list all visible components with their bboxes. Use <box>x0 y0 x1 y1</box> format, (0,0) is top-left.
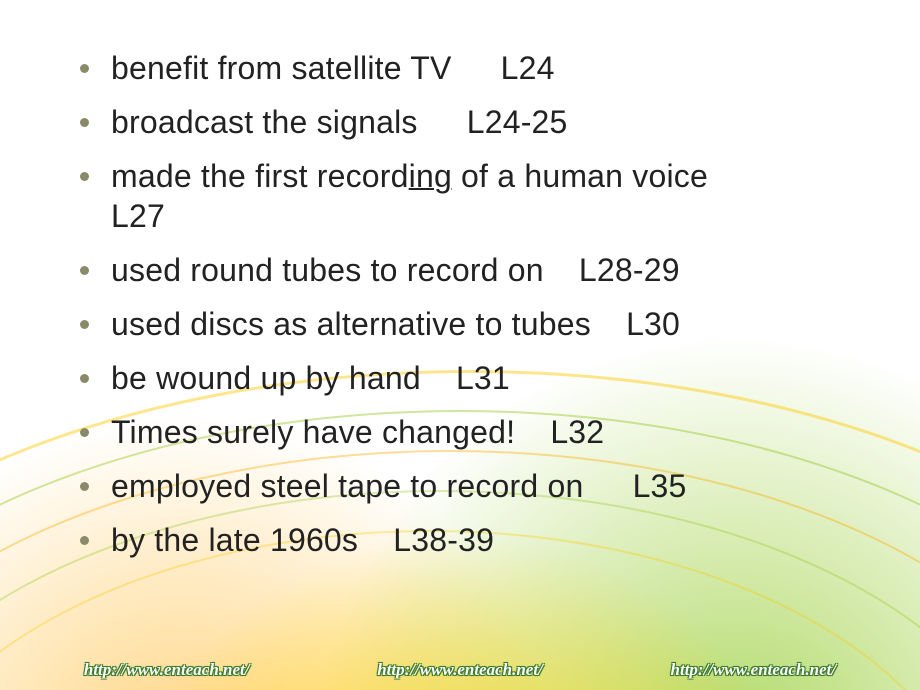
bullet-phrase-part2: of a human voice <box>452 158 708 194</box>
bullet-phrase: be wound up by hand <box>111 360 421 396</box>
bullet-icon <box>80 536 89 545</box>
bullet-icon <box>80 172 89 181</box>
bullet-text: by the late 1960s L38-39 <box>111 520 494 560</box>
bullet-icon <box>80 118 89 127</box>
slide-content: benefit from satellite TV L24 broadcast … <box>0 0 920 560</box>
bullet-phrase: employed steel tape to record on <box>111 468 583 504</box>
bullet-ref: L24 <box>501 48 555 88</box>
bullet-ref: L28-29 <box>579 250 680 290</box>
list-item: benefit from satellite TV L24 <box>80 48 860 88</box>
list-item: used discs as alternative to tubes L30 <box>80 304 860 344</box>
bullet-phrase: used discs as alternative to tubes <box>111 306 591 342</box>
list-item: by the late 1960s L38-39 <box>80 520 860 560</box>
bullet-ref: L27 <box>111 196 165 236</box>
bullet-ref: L32 <box>550 412 604 452</box>
bullet-icon <box>80 64 89 73</box>
bullet-phrase: used round tubes to record on <box>111 252 544 288</box>
bullet-icon <box>80 320 89 329</box>
bullet-text: benefit from satellite TV L24 <box>111 48 555 88</box>
bullet-phrase: broadcast the signals <box>111 104 418 140</box>
footer-link: http://www.enteach.net/ <box>671 660 837 680</box>
bullet-text: made the first recording of a human voic… <box>111 156 708 236</box>
list-item: broadcast the signals L24-25 <box>80 102 860 142</box>
bullet-text: employed steel tape to record on L35 <box>111 466 687 506</box>
bullet-phrase: by the late 1960s <box>111 522 358 558</box>
bullet-phrase-part1: made the first record <box>111 158 409 194</box>
bullet-ref: L35 <box>633 466 687 506</box>
bullet-phrase: benefit from satellite TV <box>111 50 452 86</box>
bullet-text: used round tubes to record on L28-29 <box>111 250 680 290</box>
bullet-ref: L24-25 <box>467 102 568 142</box>
bullet-icon <box>80 428 89 437</box>
footer-link: http://www.enteach.net/ <box>377 660 543 680</box>
list-item: made the first recording of a human voic… <box>80 156 860 236</box>
footer: http://www.enteach.net/ http://www.entea… <box>0 660 920 680</box>
list-item: employed steel tape to record on L35 <box>80 466 860 506</box>
bullet-icon <box>80 266 89 275</box>
bullet-underline: ing <box>409 158 452 194</box>
bullet-text: Times surely have changed! L32 <box>111 412 604 452</box>
bullet-phrase: Times surely have changed! <box>111 414 515 450</box>
bullet-icon <box>80 482 89 491</box>
bullet-ref: L31 <box>456 358 510 398</box>
bullet-icon <box>80 374 89 383</box>
list-item: Times surely have changed! L32 <box>80 412 860 452</box>
list-item: used round tubes to record on L28-29 <box>80 250 860 290</box>
bullet-ref: L38-39 <box>393 520 494 560</box>
bullet-ref: L30 <box>626 304 680 344</box>
bullet-list: benefit from satellite TV L24 broadcast … <box>80 48 860 560</box>
bullet-text: used discs as alternative to tubes L30 <box>111 304 680 344</box>
bullet-text: be wound up by hand L31 <box>111 358 510 398</box>
bullet-text: broadcast the signals L24-25 <box>111 102 568 142</box>
list-item: be wound up by hand L31 <box>80 358 860 398</box>
footer-link: http://www.enteach.net/ <box>84 660 250 680</box>
